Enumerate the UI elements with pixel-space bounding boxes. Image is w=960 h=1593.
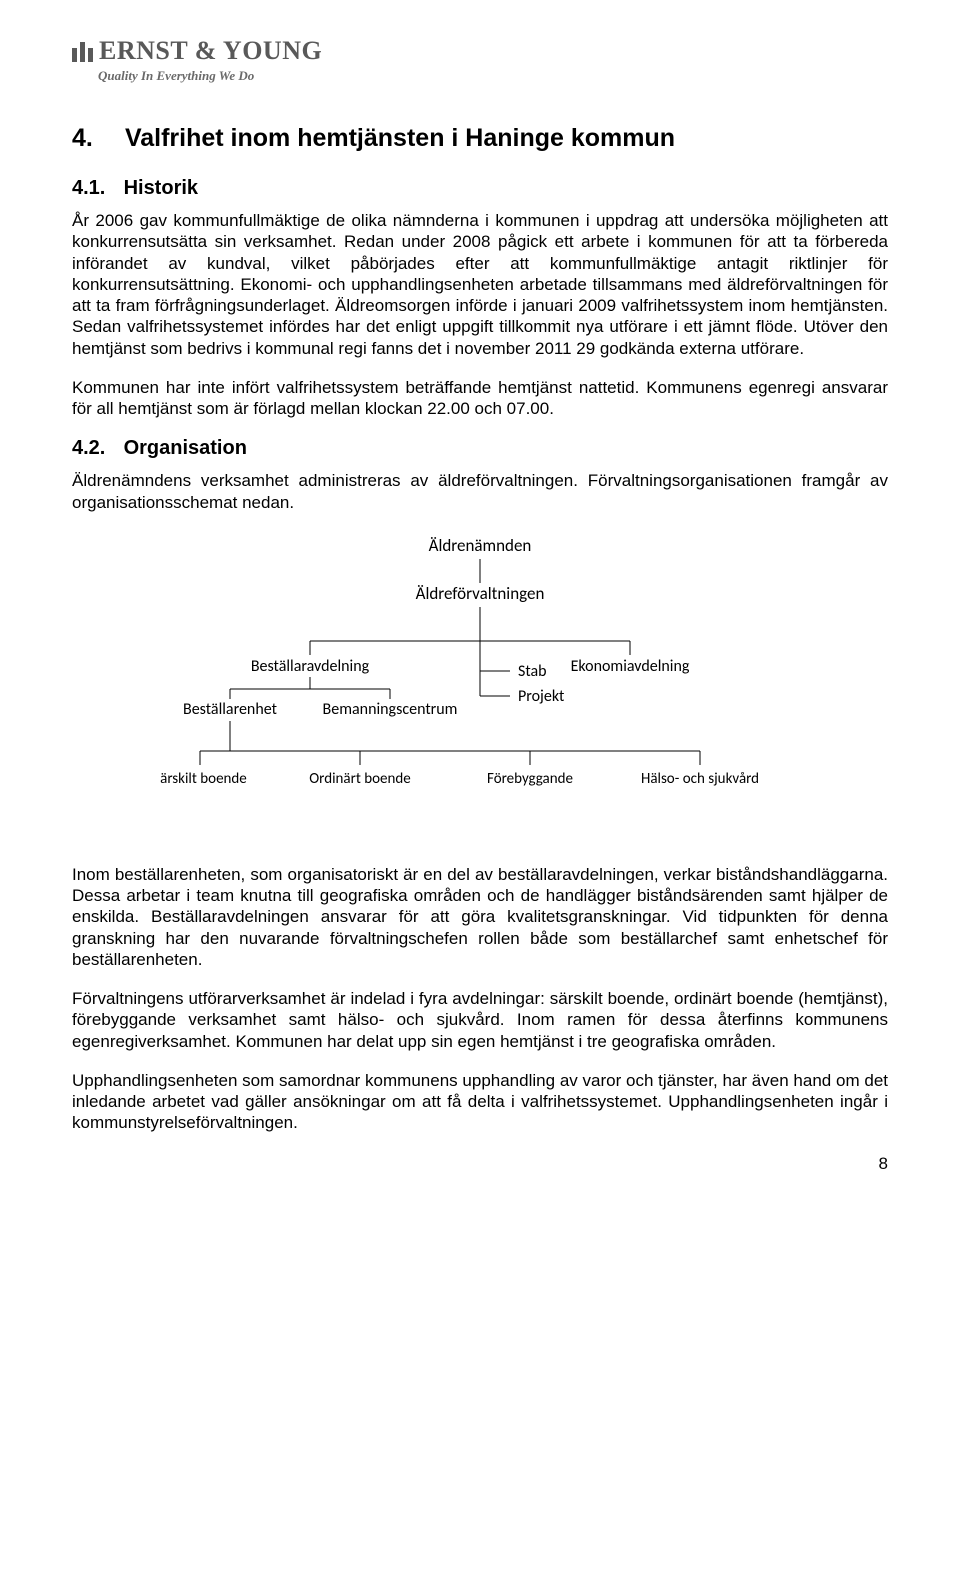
brand-logo-icon [72,40,93,62]
org-node-bestallarenhet: Beställarenhet [183,700,278,719]
paragraph-41-1: År 2006 gav kommunfullmäktige de olika n… [72,210,888,359]
org-node-stab: Stab [518,662,547,681]
heading-subsection-42: 4.2. Organisation [72,437,888,460]
paragraph-42-1: Inom beställarenheten, som organisatoris… [72,864,888,970]
brand-row: ERNST & YOUNG [72,36,888,66]
org-node-aldrenamnden: Äldrenämnden [429,535,532,556]
heading-subsection-41: 4.1. Historik [72,177,888,200]
heading-number: 4. [72,124,118,153]
heading-section-4: 4. Valfrihet inom hemtjänsten i Haninge … [72,124,888,153]
subsection-title: Organisation [124,437,247,459]
paragraph-41-2: Kommunen har inte infört valfrihetssyste… [72,377,888,420]
org-node-aldreforvaltningen: Äldreförvaltningen [416,583,545,604]
document-page: ERNST & YOUNG Quality In Everything We D… [0,0,960,1222]
subsection-number: 4.2. [72,437,118,460]
subsection-title: Historik [124,177,198,199]
org-node-bemanningscentrum: Bemanningscentrum [323,700,458,719]
brand-name: ERNST & YOUNG [99,36,322,66]
paragraph-42-2: Förvaltningens utförarverksamhet är inde… [72,988,888,1052]
paragraph-42-intro: Äldrenämndens verksamhet administreras a… [72,470,888,513]
org-chart: Äldrenämnden Äldreförvaltningen Beställa… [160,531,800,836]
heading-title: Valfrihet inom hemtjänsten i Haninge kom… [125,124,675,152]
paragraph-42-3: Upphandlingsenheten som samordnar kommun… [72,1070,888,1134]
brand-header: ERNST & YOUNG Quality In Everything We D… [72,36,888,84]
org-leaf-sarskilt-boende: Särskilt boende [160,770,247,788]
org-node-projekt: Projekt [518,687,565,706]
org-leaf-forebyggande: Förebyggande [487,770,573,788]
brand-tagline: Quality In Everything We Do [98,68,888,84]
org-node-bestallaravdelning: Beställaravdelning [251,657,370,676]
subsection-number: 4.1. [72,177,118,200]
org-node-ekonomiavdelning: Ekonomiavdelning [571,657,690,676]
org-leaf-ordinart-boende: Ordinärt boende [309,770,410,788]
org-leaf-halso-sjukvard: Hälso- och sjukvård [641,770,759,788]
page-number: 8 [72,1154,888,1174]
org-chart-svg: Äldrenämnden Äldreförvaltningen Beställa… [160,531,800,831]
